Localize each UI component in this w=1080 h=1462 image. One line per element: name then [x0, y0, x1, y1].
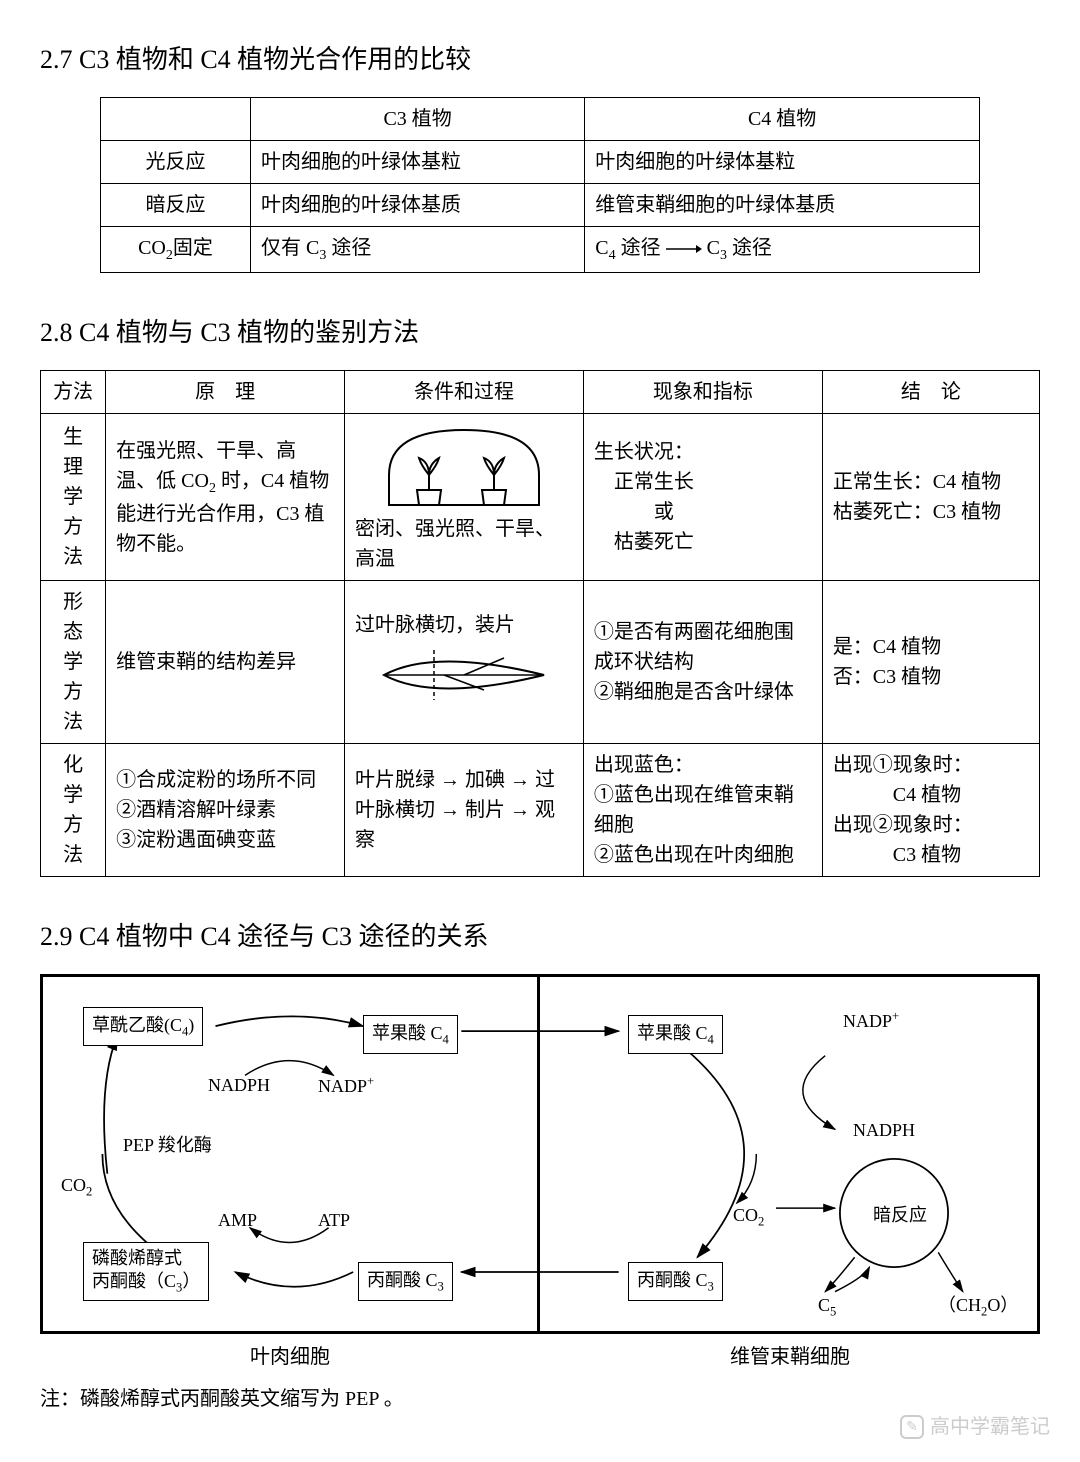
t28-r1-cond: 过叶脉横切，装片	[345, 581, 584, 744]
t27-r0-c4: 叶肉细胞的叶绿体基粒	[585, 141, 980, 184]
t28-h0: 方法	[41, 371, 106, 414]
t27-h2: C4 植物	[585, 98, 980, 141]
footnote: 注：磷酸烯醇式丙酮酸英文缩写为 PEP 。	[40, 1384, 1040, 1414]
t28-r0-principle: 在强光照、干旱、高温、低 CO2 时，C4 植物能进行光合作用，C3 植物不能。	[106, 414, 345, 581]
label-co2-right: CO2	[733, 1202, 764, 1231]
t28-r2-phen: 出现蓝色： ①蓝色出现在维管束鞘细胞 ②蓝色出现在叶肉细胞	[583, 744, 822, 877]
label-atp: ATP	[318, 1207, 350, 1234]
node-pyruvate-left: 丙酮酸 C3	[358, 1262, 453, 1301]
caption-right: 维管束鞘细胞	[540, 1342, 1040, 1372]
watermark-text: 高中学霸笔记	[930, 1412, 1050, 1442]
label-amp: AMP	[218, 1207, 257, 1234]
t28-r0-conc: 正常生长：C4 植物 枯萎死亡：C3 植物	[822, 414, 1039, 581]
node-pep: 磷酸烯醇式丙酮酸（C3）	[83, 1242, 209, 1301]
t27-r1-c4: 维管束鞘细胞的叶绿体基质	[585, 184, 980, 227]
c4-c3-pathway-diagram: 草酰乙酸(C4) 苹果酸 C4 苹果酸 C4 磷酸烯醇式丙酮酸（C3） 丙酮酸 …	[40, 974, 1040, 1334]
label-nadp-right: NADP+	[843, 1007, 899, 1035]
t28-r2-cond: 叶片脱绿 → 加碘 → 过叶脉横切 → 制片 → 观察	[345, 744, 584, 877]
t27-r0-c3: 叶肉细胞的叶绿体基粒	[251, 141, 585, 184]
label-pep-enzyme: PEP 羧化酶	[123, 1132, 212, 1159]
t27-r2-c4: C4 途径 C3 途径	[585, 227, 980, 273]
t28-r1-conc: 是：C4 植物 否：C3 植物	[822, 581, 1039, 744]
watermark: ✎ 高中学霸笔记	[900, 1412, 1050, 1442]
t28-r0-cond-text: 密闭、强光照、干旱、高温	[355, 514, 573, 574]
section-2-9-title: 2.9 C4 植物中 C4 途径与 C3 途径的关系	[40, 917, 1040, 956]
t28-r1-method: 形态学方法	[41, 581, 106, 744]
node-malate-left: 苹果酸 C4	[363, 1015, 458, 1054]
t27-r1-label: 暗反应	[101, 184, 251, 227]
section-2-8-title: 2.8 C4 植物与 C3 植物的鉴别方法	[40, 313, 1040, 352]
t27-r1-c3: 叶肉细胞的叶绿体基质	[251, 184, 585, 227]
label-ch2o: （CH2O）	[938, 1292, 1018, 1321]
t28-r2-method: 化学方法	[41, 744, 106, 877]
greenhouse-plants-icon	[379, 420, 549, 510]
t28-h4: 结 论	[822, 371, 1039, 414]
t27-r2-c3: 仅有 C3 途径	[251, 227, 585, 273]
t28-r0-phen: 生长状况： 正常生长 或 枯萎死亡	[583, 414, 822, 581]
node-pyruvate-right: 丙酮酸 C3	[628, 1262, 723, 1301]
label-c5: C5	[818, 1292, 836, 1321]
node-malate-right: 苹果酸 C4	[628, 1015, 723, 1054]
table-2-8: 方法 原 理 条件和过程 现象和指标 结 论 生理学方法 在强光照、干旱、高温、…	[40, 370, 1040, 877]
label-nadp-left: NADP+	[318, 1072, 374, 1100]
section-2-7-title: 2.7 C3 植物和 C4 植物光合作用的比较	[40, 40, 1040, 79]
caption-left: 叶肉细胞	[40, 1342, 540, 1372]
diagram-right-panel	[540, 977, 1037, 1331]
table-2-7: C3 植物 C4 植物 光反应 叶肉细胞的叶绿体基粒 叶肉细胞的叶绿体基粒 暗反…	[100, 97, 980, 273]
t28-r1-cond-caption: 过叶脉横切，装片	[355, 610, 573, 640]
label-nadph-left: NADPH	[208, 1072, 270, 1099]
leaf-cross-section-icon	[374, 640, 554, 710]
node-oaa: 草酰乙酸(C4)	[83, 1007, 203, 1046]
t28-r1-phen: ①是否有两圈花细胞围成环状结构 ②鞘细胞是否含叶绿体	[583, 581, 822, 744]
t27-h1: C3 植物	[251, 98, 585, 141]
t28-h3: 现象和指标	[583, 371, 822, 414]
t28-r2-principle: ①合成淀粉的场所不同 ②酒精溶解叶绿素 ③淀粉遇面碘变蓝	[106, 744, 345, 877]
label-nadph-right: NADPH	[853, 1117, 915, 1144]
label-co2-left: CO2	[61, 1172, 92, 1201]
t28-r0-cond: 密闭、强光照、干旱、高温	[345, 414, 584, 581]
diagram-captions: 叶肉细胞 维管束鞘细胞	[40, 1342, 1040, 1372]
t28-h1: 原 理	[106, 371, 345, 414]
t28-r2-conc: 出现①现象时： C4 植物 出现②现象时： C3 植物	[822, 744, 1039, 877]
wechat-icon: ✎	[900, 1415, 924, 1439]
t28-r1-principle: 维管束鞘的结构差异	[106, 581, 345, 744]
label-dark-reaction: 暗反应	[873, 1202, 927, 1229]
t27-r0-label: 光反应	[101, 141, 251, 184]
t27-h0	[101, 98, 251, 141]
t27-r2-label: CO2固定	[101, 227, 251, 273]
t28-h2: 条件和过程	[345, 371, 584, 414]
t28-r0-method: 生理学方法	[41, 414, 106, 581]
